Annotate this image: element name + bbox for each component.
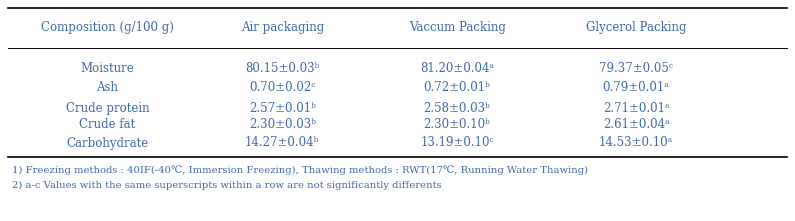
Text: Moisture: Moisture — [80, 61, 134, 74]
Text: 0.72±0.01ᵇ: 0.72±0.01ᵇ — [424, 82, 491, 95]
Text: Crude protein: Crude protein — [65, 101, 149, 114]
Text: 2.30±0.03ᵇ: 2.30±0.03ᵇ — [249, 118, 316, 131]
Text: 0.70±0.02ᶜ: 0.70±0.02ᶜ — [249, 82, 316, 95]
Text: Air packaging: Air packaging — [241, 21, 324, 34]
Text: 2.57±0.01ᵇ: 2.57±0.01ᵇ — [249, 101, 316, 114]
Text: 2) a-c Values with the same superscripts within a row are not significantly diff: 2) a-c Values with the same superscripts… — [12, 180, 441, 190]
Text: Crude fat: Crude fat — [80, 118, 135, 131]
Text: 14.53±0.10ᵃ: 14.53±0.10ᵃ — [599, 137, 673, 149]
Text: Composition (g/100 g): Composition (g/100 g) — [41, 21, 174, 34]
Text: 81.20±0.04ᵃ: 81.20±0.04ᵃ — [420, 61, 494, 74]
Text: 13.19±0.10ᶜ: 13.19±0.10ᶜ — [421, 137, 494, 149]
Text: 0.79±0.01ᵃ: 0.79±0.01ᵃ — [603, 82, 669, 95]
Text: 1) Freezing methods : 40IF(-40℃, Immersion Freezing), Thawing methods : RWT(17℃,: 1) Freezing methods : 40IF(-40℃, Immersi… — [12, 165, 588, 175]
Text: 2.58±0.03ᵇ: 2.58±0.03ᵇ — [424, 101, 491, 114]
Text: Carbohydrate: Carbohydrate — [66, 137, 149, 149]
Text: 2.61±0.04ᵃ: 2.61±0.04ᵃ — [603, 118, 669, 131]
Text: 2.30±0.10ᵇ: 2.30±0.10ᵇ — [424, 118, 491, 131]
Text: Ash: Ash — [96, 82, 118, 95]
Text: 80.15±0.03ᵇ: 80.15±0.03ᵇ — [245, 61, 320, 74]
Text: 2.71±0.01ᵃ: 2.71±0.01ᵃ — [603, 101, 669, 114]
Text: 14.27±0.04ᵇ: 14.27±0.04ᵇ — [245, 137, 320, 149]
Text: 79.37±0.05ᶜ: 79.37±0.05ᶜ — [599, 61, 673, 74]
Text: Glycerol Packing: Glycerol Packing — [586, 21, 686, 34]
Text: Vaccum Packing: Vaccum Packing — [409, 21, 506, 34]
